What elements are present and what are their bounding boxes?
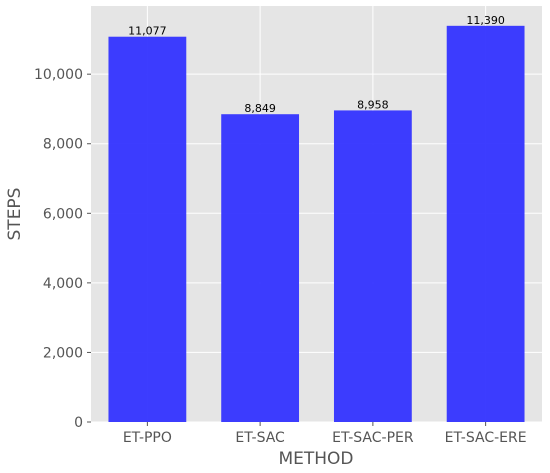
bar-et-sac-ere xyxy=(446,25,525,423)
bars xyxy=(108,25,525,423)
y-axis-label: STEPS xyxy=(5,188,25,241)
x-tick-label: ET-PPO xyxy=(123,430,172,446)
x-tick-label: ET-SAC-ERE xyxy=(445,430,527,446)
y-tick-label: 8,000 xyxy=(43,137,83,153)
y-tick-label: 10,000 xyxy=(34,67,83,83)
y-tick-label: 4,000 xyxy=(43,276,83,292)
x-tick-label: ET-SAC-PER xyxy=(332,430,414,446)
data-labels: 11,077 8,849 8,958 11,390 xyxy=(128,14,505,115)
x-axis-ticks: ET-PPO ET-SAC ET-SAC-PER ET-SAC-ERE xyxy=(123,422,527,446)
y-tick-label: 2,000 xyxy=(43,345,83,361)
data-label: 8,958 xyxy=(357,98,389,111)
x-tick-label: ET-SAC xyxy=(235,430,285,446)
x-axis-label: METHOD xyxy=(278,449,353,469)
data-label: 11,077 xyxy=(128,25,167,38)
data-label: 8,849 xyxy=(244,102,276,115)
y-tick-label: 6,000 xyxy=(43,206,83,222)
y-axis-ticks: 0 2,000 4,000 6,000 8,000 10,000 xyxy=(34,67,91,431)
bar-et-ppo xyxy=(108,36,187,422)
bar-et-sac xyxy=(221,114,300,423)
y-tick-label: 0 xyxy=(74,415,83,431)
data-label: 11,390 xyxy=(466,14,505,27)
bar-et-sac-per xyxy=(333,110,412,422)
